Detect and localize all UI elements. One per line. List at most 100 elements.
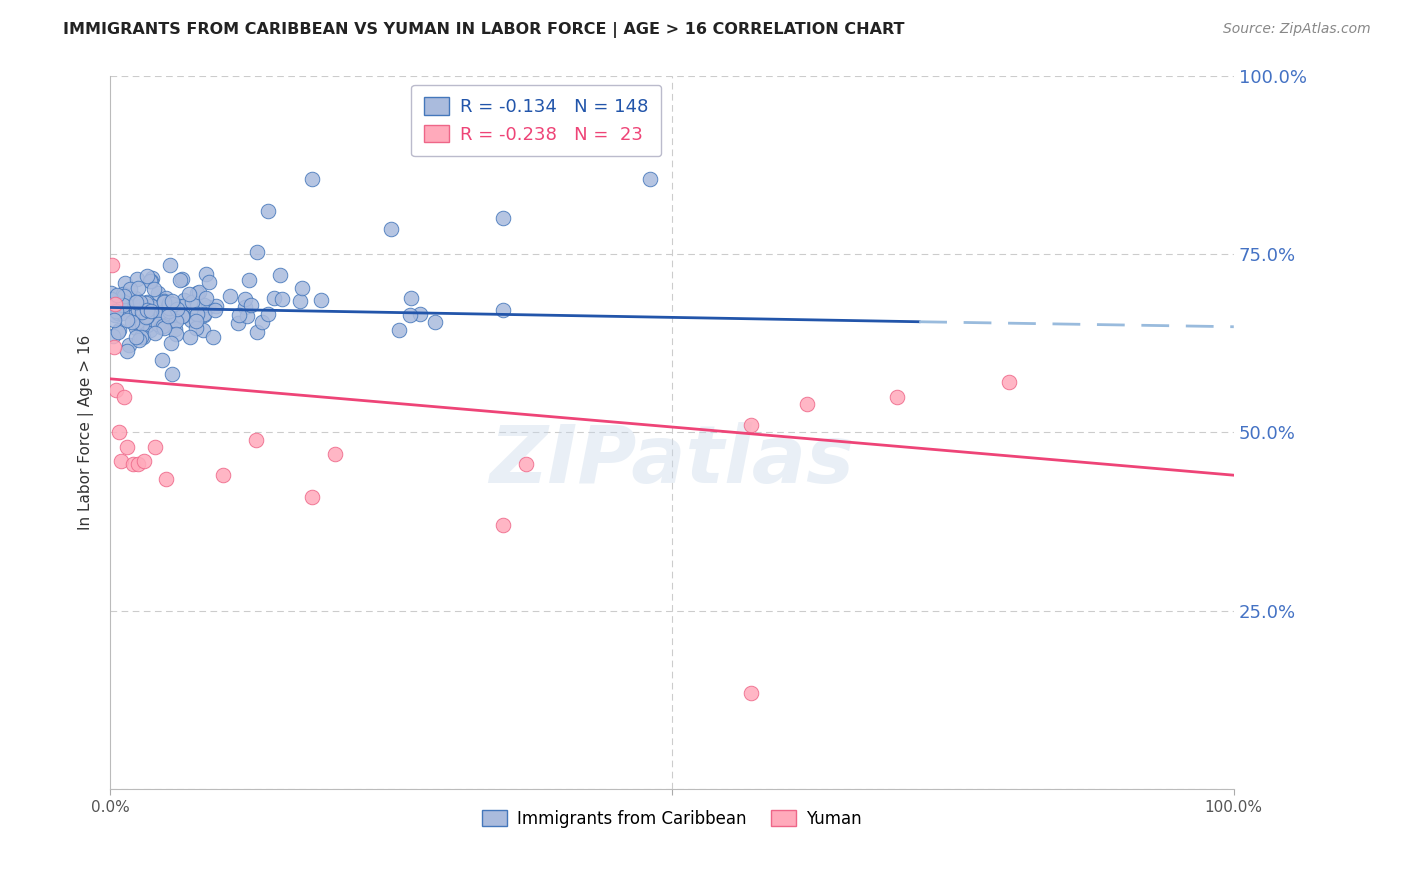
Point [115,343,138,358]
Point [150,319,173,334]
Point [492,518,515,533]
Point [115,312,138,326]
Point [124,291,146,305]
Point [152,352,174,367]
Point [103,312,125,326]
Point [136,269,159,284]
Point [425,315,447,329]
Point [108,322,131,336]
Point [165,314,187,328]
Point [155,472,177,486]
Point [125,314,148,328]
Point [197,301,219,315]
Point [204,303,226,318]
Point [112,294,135,309]
Point [301,490,323,504]
Point [153,321,176,335]
Point [135,295,157,310]
Point [139,304,162,318]
Point [160,335,183,350]
Point [104,297,127,311]
Point [252,315,274,329]
Point [245,433,267,447]
Point [127,302,149,317]
Point [115,440,138,454]
Point [104,383,127,397]
Point [219,288,242,302]
Point [120,282,142,296]
Point [886,390,908,404]
Point [159,258,181,272]
Point [157,301,180,315]
Point [256,204,278,219]
Point [380,222,402,236]
Point [188,285,211,299]
Point [193,298,215,312]
Point [139,301,162,315]
Point [226,316,249,330]
Point [163,321,186,335]
Point [135,303,157,318]
Point [301,172,323,186]
Point [138,307,160,321]
Point [170,272,193,286]
Point [100,292,122,306]
Point [155,291,177,305]
Point [107,326,129,340]
Point [138,274,160,288]
Point [166,301,188,316]
Point [114,276,136,290]
Point [263,291,285,305]
Point [128,295,150,310]
Point [129,295,152,310]
Point [288,293,311,308]
Point [193,308,215,322]
Point [491,303,513,318]
Point [110,454,132,468]
Point [160,293,183,308]
Point [181,294,204,309]
Point [179,287,201,301]
Point [180,313,202,327]
Point [173,293,195,308]
Point [157,304,180,318]
Point [125,272,148,286]
Point [111,301,134,315]
Point [104,308,127,322]
Point [132,454,155,468]
Point [124,321,146,335]
Point [193,307,215,321]
Text: Source: ZipAtlas.com: Source: ZipAtlas.com [1223,22,1371,37]
Point [139,299,162,313]
Point [156,299,179,313]
Point [201,329,224,343]
Point [186,286,208,301]
Point [148,317,170,331]
Point [166,310,188,324]
Point [165,327,187,342]
Point [141,271,163,285]
Point [236,309,259,323]
Point [246,325,269,339]
Point [233,293,256,307]
Point [107,306,129,320]
Point [112,289,135,303]
Y-axis label: In Labor Force | Age > 16: In Labor Force | Age > 16 [79,334,94,530]
Point [157,296,180,310]
Point [257,307,280,321]
Point [309,293,332,307]
Point [146,286,169,301]
Point [195,291,218,305]
Point [157,309,180,323]
Point [141,312,163,326]
Point [132,329,155,343]
Point [152,293,174,308]
Point [127,300,149,314]
Point [186,321,208,335]
Point [136,309,159,323]
Point [211,468,233,483]
Point [291,281,314,295]
Point [105,289,128,303]
Point [162,367,184,381]
Point [121,458,143,472]
